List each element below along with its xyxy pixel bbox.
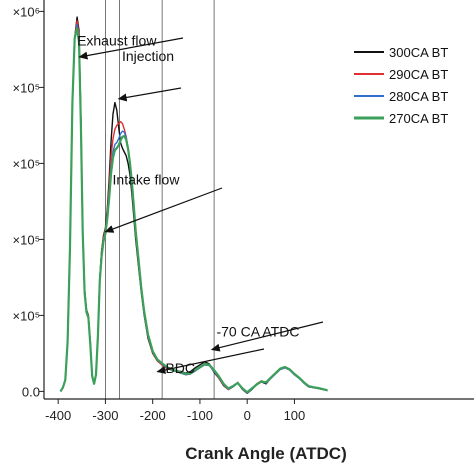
x-tick-label: 0 [244,408,251,423]
series-lines [59,16,328,394]
x-tick-label: 100 [284,408,306,423]
legend-label: 300CA BT [389,45,448,60]
y-tick-label: ×10⁵ [13,156,40,171]
x-axis-label: Crank Angle (ATDC) [185,444,347,463]
legend-label: 270CA BT [389,111,448,126]
vertical-reference-lines [105,0,215,399]
y-tick-label: ×10⁵ [13,308,40,323]
x-ticks: -400 -300 -200 -100 0 100 [45,399,305,423]
annotation-arrow-4 [210,321,324,352]
series-line-3 [59,27,328,394]
annotation-1: Injection [122,48,174,64]
y-tick-label: 0.0 [22,384,40,399]
legend: 300CA BT 290CA BT 280CA BT 270CA BT [354,45,448,126]
annotation-0: Exhaust flow [77,33,157,49]
y-tick-label: ×10⁵ [13,80,40,95]
axes [43,0,474,400]
x-tick-label: -100 [187,408,213,423]
y-tick-label: ×10⁶ [13,4,40,19]
x-tick-label: -200 [140,408,166,423]
annotation-arrow-3 [156,348,265,374]
annotation-arrow-2 [104,187,223,233]
annotation-2: Intake flow [113,171,181,187]
annotation-arrow-1 [117,87,182,102]
y-ticks: 0.0 ×10⁵ ×10⁵ ×10⁵ ×10⁵ ×10⁶ [13,4,44,399]
y-tick-label: ×10⁵ [13,232,40,247]
x-tick-label: -400 [45,408,71,423]
legend-label: 290CA BT [389,67,448,82]
annotation-arrow-0 [78,37,184,60]
annotation-3: BDC [165,360,195,376]
x-tick-label: -300 [92,408,118,423]
legend-label: 280CA BT [389,89,448,104]
annotation-4: -70 CA ATDC [216,323,299,339]
